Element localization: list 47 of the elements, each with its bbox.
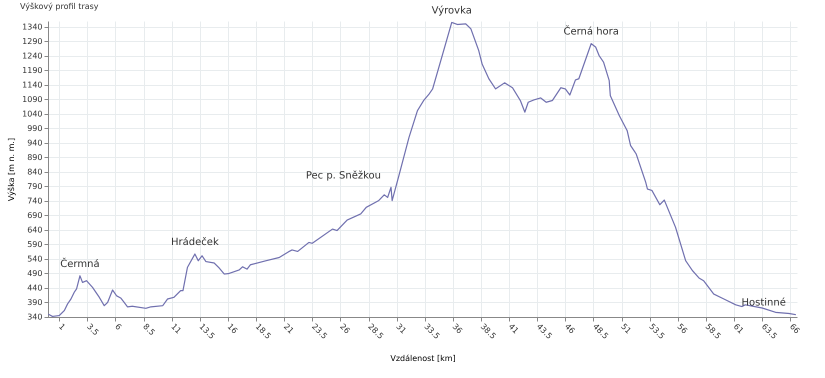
x-tick-label: 31 xyxy=(394,322,408,336)
x-tick-label: 36 xyxy=(450,322,464,336)
annotation: Hrádeček xyxy=(171,237,219,248)
y-tick-label: 590 xyxy=(27,240,42,249)
y-tick-label: 1190 xyxy=(22,66,42,75)
y-tick-label: 390 xyxy=(27,298,42,307)
x-tick-label: 8.5 xyxy=(141,322,157,338)
y-tick-label: 490 xyxy=(27,268,42,278)
annotation: Hostinné xyxy=(742,298,786,309)
y-tick-label: 1240 xyxy=(22,51,42,60)
y-tick-label: 340 xyxy=(27,312,42,322)
x-tick-label: 6 xyxy=(113,322,124,332)
y-tick-label: 790 xyxy=(27,182,42,191)
x-tick-label: 41 xyxy=(506,322,520,336)
y-tick-label: 1290 xyxy=(22,36,42,46)
x-tick-label: 46 xyxy=(563,322,577,336)
annotation: Černá hora xyxy=(563,24,619,38)
y-tick-label: 540 xyxy=(27,254,42,264)
y-axis-title: Výška [m n. m.] xyxy=(7,138,16,202)
chart-title: Výškový profil trasy xyxy=(20,2,99,11)
y-tick-label: 1090 xyxy=(22,94,42,104)
y-tick-label: 1140 xyxy=(22,80,42,90)
y-tick-label: 640 xyxy=(27,225,42,234)
x-tick-label: 51 xyxy=(619,322,633,336)
y-tick-label: 1040 xyxy=(22,109,42,118)
x-tick-label: 21 xyxy=(282,322,296,336)
x-tick-label: 56 xyxy=(675,322,690,336)
line-series xyxy=(48,22,796,318)
x-axis-title: Vzdálenost [km] xyxy=(390,354,456,363)
annotation: Pec p. Sněžkou xyxy=(306,170,382,182)
y-tick-label: 1340 xyxy=(22,22,42,32)
x-tick-label: 61 xyxy=(732,322,746,336)
x-tick-label: 3.5 xyxy=(85,322,100,338)
annotation: Výrovka xyxy=(432,5,472,16)
annotation: Čermná xyxy=(60,256,100,270)
y-tick-label: 440 xyxy=(27,283,42,292)
x-tick-label: 16 xyxy=(226,322,240,336)
y-tick-label: 840 xyxy=(27,167,42,176)
y-tick-label: 890 xyxy=(27,152,42,162)
x-tick-label: 1 xyxy=(56,322,67,332)
y-tick-label: 690 xyxy=(27,210,42,220)
y-tick-label: 990 xyxy=(27,124,42,133)
x-tick-label: 66 xyxy=(788,322,802,336)
x-tick-label: 11 xyxy=(169,322,183,336)
x-tick-label: 26 xyxy=(338,322,352,336)
y-tick-label: 940 xyxy=(27,138,42,148)
y-tick-label: 740 xyxy=(27,196,42,206)
